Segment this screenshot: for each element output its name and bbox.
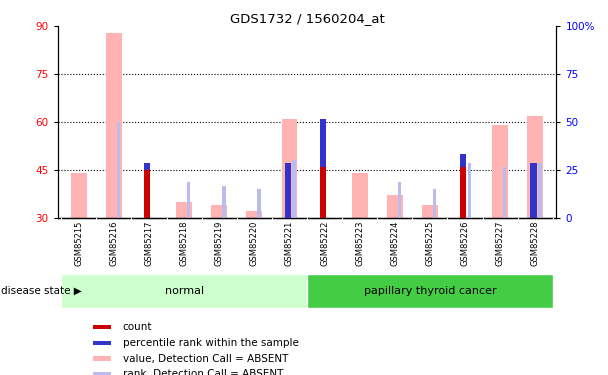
Text: papillary thyroid cancer: papillary thyroid cancer — [364, 286, 496, 296]
Bar — [212, 205, 227, 218]
Text: GSM85228: GSM85228 — [531, 220, 540, 266]
Text: GSM85222: GSM85222 — [320, 220, 329, 266]
Text: normal: normal — [165, 286, 204, 296]
Bar — [320, 118, 326, 166]
Text: disease state ▶: disease state ▶ — [1, 286, 81, 296]
Bar — [246, 211, 262, 217]
Text: GSM85225: GSM85225 — [426, 220, 435, 266]
Text: GSM85215: GSM85215 — [74, 220, 83, 266]
Text: GSM85223: GSM85223 — [355, 220, 364, 266]
Text: count: count — [123, 322, 152, 332]
Bar — [117, 122, 120, 218]
Bar — [460, 154, 466, 166]
Bar — [144, 164, 150, 218]
Text: GSM85221: GSM85221 — [285, 220, 294, 266]
Bar — [387, 195, 402, 217]
Bar — [257, 189, 261, 217]
Text: GSM85218: GSM85218 — [179, 220, 188, 266]
Text: GSM85220: GSM85220 — [250, 220, 259, 266]
Bar — [538, 164, 542, 218]
Bar — [468, 164, 471, 218]
Bar — [285, 164, 291, 218]
Bar — [176, 202, 192, 217]
Bar — [352, 173, 368, 217]
Bar — [106, 33, 122, 218]
Bar — [503, 166, 506, 218]
Text: GSM85217: GSM85217 — [145, 220, 154, 266]
Text: percentile rank within the sample: percentile rank within the sample — [123, 338, 299, 348]
Bar — [433, 189, 437, 217]
Text: GSM85224: GSM85224 — [390, 220, 399, 266]
Bar — [320, 118, 326, 218]
Text: GSM85216: GSM85216 — [109, 220, 119, 266]
Bar — [187, 183, 190, 218]
Bar — [71, 173, 87, 217]
Bar — [460, 154, 466, 218]
Bar — [92, 325, 111, 330]
Bar — [398, 183, 401, 218]
Bar — [530, 164, 537, 218]
Bar — [92, 340, 111, 345]
Bar — [92, 372, 111, 375]
Bar — [492, 125, 508, 218]
Bar — [282, 118, 297, 218]
Bar — [92, 356, 111, 361]
Text: value, Detection Call = ABSENT: value, Detection Call = ABSENT — [123, 354, 288, 364]
Text: rank, Detection Call = ABSENT: rank, Detection Call = ABSENT — [123, 369, 283, 375]
Bar — [222, 186, 226, 218]
Bar — [307, 274, 553, 308]
Bar — [292, 160, 296, 218]
Bar — [61, 274, 307, 308]
Text: GSM85227: GSM85227 — [496, 220, 505, 266]
Text: GSM85219: GSM85219 — [215, 220, 224, 266]
Bar — [527, 116, 543, 218]
Bar — [422, 205, 438, 218]
Title: GDS1732 / 1560204_at: GDS1732 / 1560204_at — [230, 12, 384, 25]
Bar — [144, 164, 150, 170]
Text: GSM85226: GSM85226 — [460, 220, 469, 266]
